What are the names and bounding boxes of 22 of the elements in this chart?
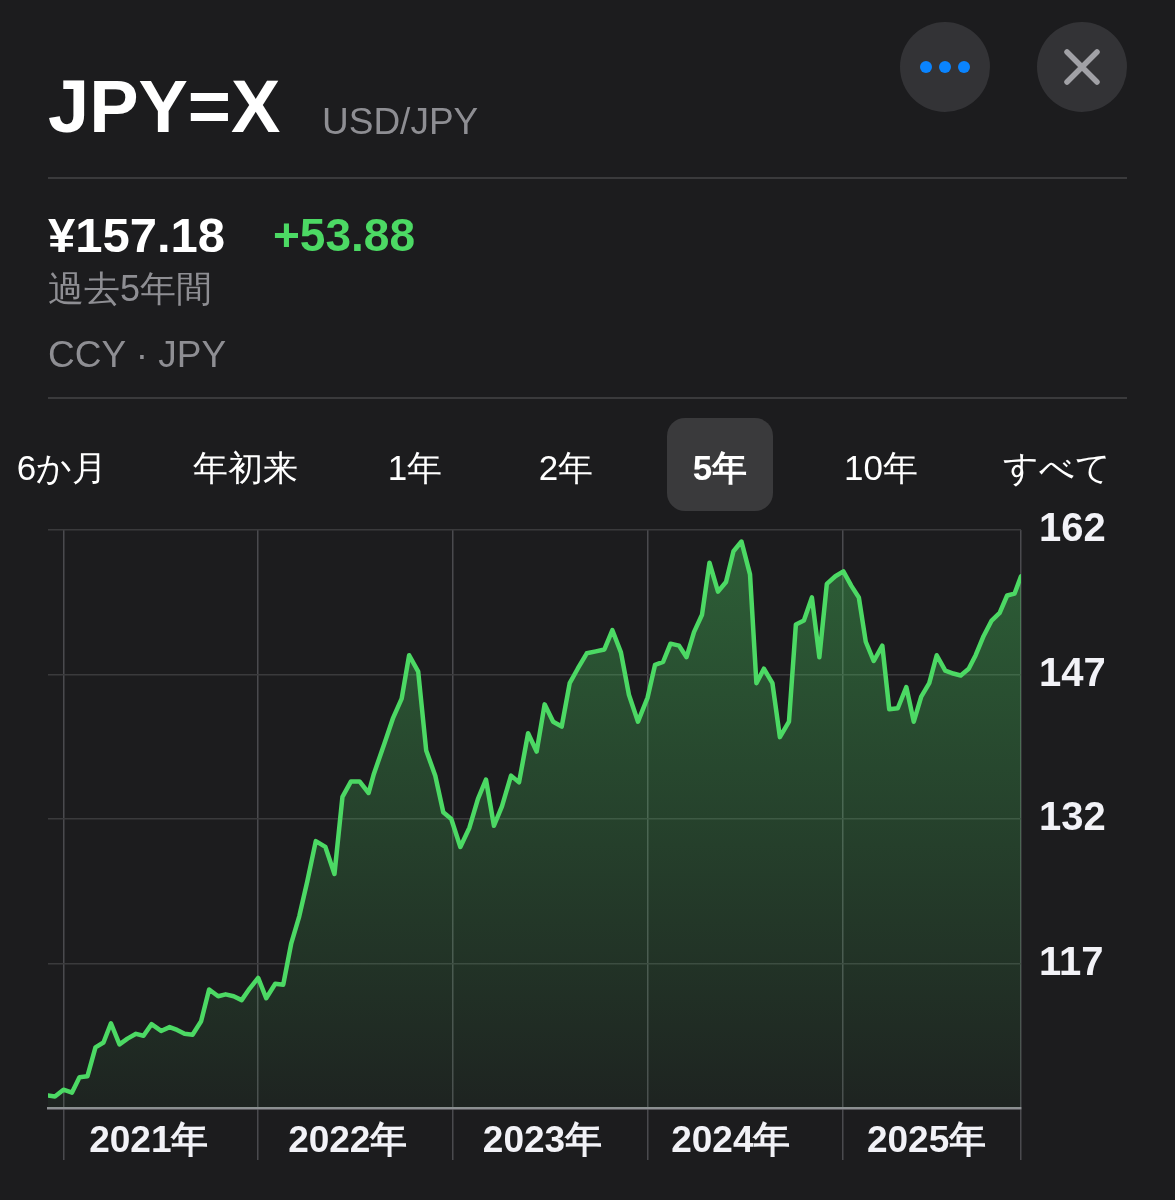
y-tick-label: 117 <box>1039 938 1104 983</box>
text: すべて <box>1003 448 1111 487</box>
text: +53.88 <box>273 209 415 261</box>
y-tick-label: 147 <box>1039 649 1106 694</box>
text: 1年 <box>387 448 443 487</box>
x-tick-label: 2021年 <box>89 1119 209 1161</box>
text: 年初来 <box>192 448 298 487</box>
x-tick-label: 2024年 <box>671 1119 791 1161</box>
text: CCY · JPY <box>48 334 227 375</box>
text: 5年 <box>692 448 748 487</box>
y-tick-label: 132 <box>1039 794 1106 839</box>
text: 2年 <box>538 448 594 487</box>
text: 10年 <box>844 448 918 487</box>
chart-subtitle: USD/JPY <box>322 101 479 142</box>
y-tick-label: 162 <box>1039 505 1106 550</box>
x-tick-label: 2022年 <box>288 1119 408 1161</box>
chart-title: JPY=X <box>48 65 281 148</box>
x-tick-label: 2025年 <box>866 1119 987 1161</box>
text: 過去5年間 <box>48 268 213 309</box>
text: 6か月 <box>16 448 108 487</box>
x-tick-label: 2023年 <box>482 1119 603 1161</box>
text: ¥157.18 <box>48 208 226 262</box>
